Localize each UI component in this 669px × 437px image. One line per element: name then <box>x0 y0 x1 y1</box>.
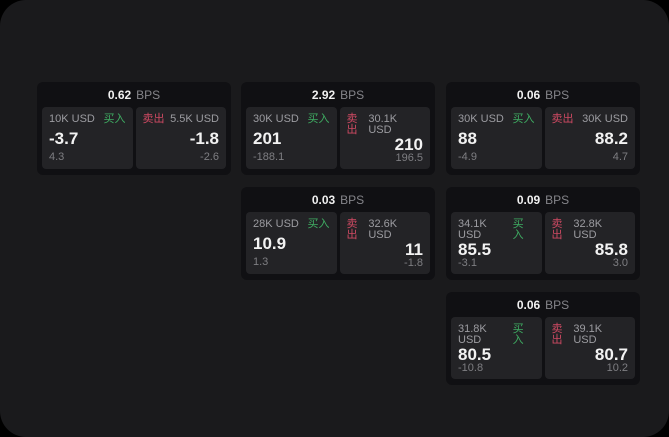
buy-amount: 34.1K USD <box>458 218 487 241</box>
bps-header: 0.06 BPS <box>446 82 640 107</box>
buy-sub-value: 4.3 <box>49 151 65 163</box>
buy-panel[interactable]: 30K USD 买入 201 -188.1 <box>246 107 337 169</box>
bps-header: 0.06 BPS <box>446 292 640 317</box>
sell-label: 卖出 <box>142 113 165 125</box>
buy-label: 买入 <box>512 323 524 346</box>
buy-panel[interactable]: 10K USD 买入 -3.7 4.3 <box>42 107 133 169</box>
buy-amount: 31.8K USD <box>458 323 487 346</box>
buy-amount: 30K USD <box>253 113 299 125</box>
buy-value: 80.5 <box>458 345 492 364</box>
buy-sub-value: -3.1 <box>458 257 477 269</box>
buy-value: 10.9 <box>253 234 287 253</box>
sell-value: 85.8 <box>594 240 628 259</box>
bps-unit: BPS <box>545 87 570 102</box>
quote-card-6: 0.06 BPS 31.8K USD 买入 80.5 -10.8 卖出 39.1… <box>446 292 640 385</box>
bps-header: 0.03 BPS <box>241 187 435 212</box>
sell-label: 卖出 <box>346 113 358 136</box>
sell-amount: 39.1K USD <box>573 323 603 346</box>
buy-value: 201 <box>253 129 282 148</box>
buy-label: 买入 <box>512 113 535 125</box>
sell-amount: 30K USD <box>582 113 628 125</box>
sell-panel[interactable]: 卖出 30K USD 88.2 4.7 <box>544 107 635 169</box>
sell-amount: 30.1K USD <box>368 113 398 136</box>
sell-label: 卖出 <box>346 218 358 241</box>
buy-value: 88 <box>458 129 477 148</box>
bps-unit: BPS <box>545 297 570 312</box>
sell-panel[interactable]: 卖出 30.1K USD 210 196.5 <box>339 107 430 169</box>
buy-amount: 28K USD <box>253 218 299 230</box>
sell-amount: 32.8K USD <box>573 218 603 241</box>
bps-value: 0.03 <box>311 192 336 207</box>
bps-value: 0.06 <box>516 297 541 312</box>
buy-value: -3.7 <box>49 129 79 148</box>
sell-value: 11 <box>405 240 423 259</box>
sell-amount: 32.6K USD <box>368 218 398 241</box>
buy-label: 买入 <box>512 218 524 241</box>
bps-value: 0.62 <box>107 87 132 102</box>
sell-sub-value: 196.5 <box>395 152 423 164</box>
sell-panel[interactable]: 卖出 32.6K USD 11 -1.8 <box>339 212 430 274</box>
buy-label: 买入 <box>307 218 330 230</box>
buy-label: 买入 <box>307 113 330 125</box>
sell-label: 卖出 <box>551 113 574 125</box>
buy-sub-value: -4.9 <box>458 151 477 163</box>
buy-amount: 10K USD <box>49 113 95 125</box>
sell-value: 88.2 <box>594 129 628 148</box>
sell-label: 卖出 <box>551 323 563 346</box>
sell-panel[interactable]: 卖出 32.8K USD 85.8 3.0 <box>544 212 635 274</box>
bps-unit: BPS <box>340 87 365 102</box>
bps-unit: BPS <box>136 87 161 102</box>
buy-sub-value: 1.3 <box>253 256 269 268</box>
sell-value: 210 <box>394 135 423 154</box>
sell-sub-value: -2.6 <box>200 151 219 163</box>
buy-panel[interactable]: 30K USD 买入 88 -4.9 <box>451 107 542 169</box>
buy-sub-value: -10.8 <box>458 362 484 374</box>
buy-sub-value: -188.1 <box>253 151 285 163</box>
bps-header: 0.09 BPS <box>446 187 640 212</box>
sell-label: 卖出 <box>551 218 563 241</box>
quote-card-5: 0.09 BPS 34.1K USD 买入 85.5 -3.1 卖出 32.8K… <box>446 187 640 280</box>
quote-card-3: 0.06 BPS 30K USD 买入 88 -4.9 卖出 30K USD 8… <box>446 82 640 175</box>
sell-value: 80.7 <box>594 345 628 364</box>
sell-value: -1.8 <box>189 129 219 148</box>
sell-sub-value: -1.8 <box>404 257 423 269</box>
quote-card-2: 2.92 BPS 30K USD 买入 201 -188.1 卖出 30.1K … <box>241 82 435 175</box>
sell-sub-value: 3.0 <box>612 257 628 269</box>
bps-value: 0.06 <box>516 87 541 102</box>
bps-unit: BPS <box>545 192 570 207</box>
sell-sub-value: 4.7 <box>612 151 628 163</box>
sell-sub-value: 10.2 <box>606 362 628 374</box>
bps-unit: BPS <box>340 192 365 207</box>
sell-amount: 5.5K USD <box>170 113 219 125</box>
buy-panel[interactable]: 28K USD 买入 10.9 1.3 <box>246 212 337 274</box>
quote-card-4: 0.03 BPS 28K USD 买入 10.9 1.3 卖出 32.6K US… <box>241 187 435 280</box>
bps-header: 2.92 BPS <box>241 82 435 107</box>
buy-panel[interactable]: 34.1K USD 买入 85.5 -3.1 <box>451 212 542 274</box>
sell-panel[interactable]: 卖出 39.1K USD 80.7 10.2 <box>544 317 635 379</box>
buy-value: 85.5 <box>458 240 492 259</box>
buy-amount: 30K USD <box>458 113 504 125</box>
sell-panel[interactable]: 卖出 5.5K USD -1.8 -2.6 <box>135 107 226 169</box>
bps-header: 0.62 BPS <box>37 82 231 107</box>
bps-value: 0.09 <box>516 192 541 207</box>
bps-value: 2.92 <box>311 87 336 102</box>
quote-card-1: 0.62 BPS 10K USD 买入 -3.7 4.3 卖出 5.5K USD… <box>37 82 231 175</box>
buy-panel[interactable]: 31.8K USD 买入 80.5 -10.8 <box>451 317 542 379</box>
buy-label: 买入 <box>103 113 126 125</box>
